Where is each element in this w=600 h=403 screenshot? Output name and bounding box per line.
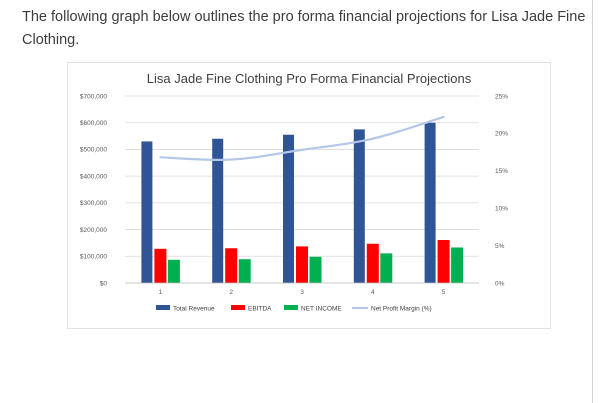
bar-ebitda (437, 239, 450, 283)
bar-ebitda (225, 248, 238, 283)
y-left-tick-label: $600,000 (80, 120, 107, 127)
financial-projections-chart: Lisa Jade Fine Clothing Pro Forma Financ… (80, 71, 508, 312)
bars (141, 122, 464, 283)
x-axis: 1 2 3 4 5 (125, 282, 479, 296)
bar-ebitda (366, 243, 379, 283)
bar-total-revenue (212, 138, 224, 283)
net-profit-margin-line (159, 115, 445, 161)
legend-label: Total Revenue (173, 305, 215, 312)
bar-total-revenue (141, 141, 153, 283)
legend: Total Revenue EBITDA NET INCOME Net Profit … (156, 305, 432, 312)
y-left-tick-label: $0 (100, 280, 108, 287)
y-right-tick-label: 15% (495, 168, 508, 175)
legend-label: NET INCOME (301, 305, 342, 312)
bar-total-revenue (283, 134, 294, 283)
y-right-tick-label: 0% (495, 280, 505, 287)
legend-label: EBITDA (248, 305, 272, 312)
x-tick-label: 1 (159, 289, 163, 296)
y-right-tick-label: 20% (495, 131, 508, 138)
legend-label: Net Profit Margin (%) (371, 305, 432, 312)
chart-title: Lisa Jade Fine Clothing Pro Forma Financ… (147, 71, 472, 86)
chart-frame: Lisa Jade Fine Clothing Pro Forma Financ… (67, 62, 551, 329)
bar-net-income (451, 247, 464, 283)
y-right-tick-label: 25% (495, 93, 508, 100)
bar-net-income (238, 259, 251, 283)
y-left-tick-label: $500,000 (80, 147, 107, 154)
intro-paragraph: The following graph below outlines the p… (22, 9, 586, 48)
bar-total-revenue (424, 122, 436, 283)
bar-net-income (309, 256, 322, 283)
x-tick-label: 4 (371, 289, 375, 296)
y-left-tick-label: $100,000 (80, 254, 107, 261)
legend-swatch (284, 305, 298, 310)
y-left-tick-label: $200,000 (80, 227, 107, 234)
legend-swatch (231, 305, 245, 310)
left-axis: $0 $100,000 $200,000 $300,000 $400,000 $500,0… (80, 93, 108, 287)
margin-line (159, 115, 445, 161)
x-tick-label: 2 (229, 289, 233, 296)
page-divider (592, 0, 593, 403)
bar-net-income (167, 259, 180, 283)
x-tick-label: 5 (442, 289, 446, 296)
right-axis: 0% 5% 10% 15% 20% 25% (495, 93, 508, 287)
y-left-tick-label: $400,000 (80, 173, 107, 180)
bar-total-revenue (353, 129, 365, 283)
y-right-tick-label: 10% (495, 206, 508, 213)
y-left-tick-label: $700,000 (80, 93, 107, 100)
bar-ebitda (296, 246, 308, 283)
bar-ebitda (154, 248, 167, 283)
y-left-tick-label: $300,000 (80, 200, 107, 207)
legend-swatch (156, 305, 170, 310)
bar-net-income (380, 253, 393, 283)
y-right-tick-label: 5% (495, 243, 505, 250)
x-tick-label: 3 (300, 289, 304, 296)
